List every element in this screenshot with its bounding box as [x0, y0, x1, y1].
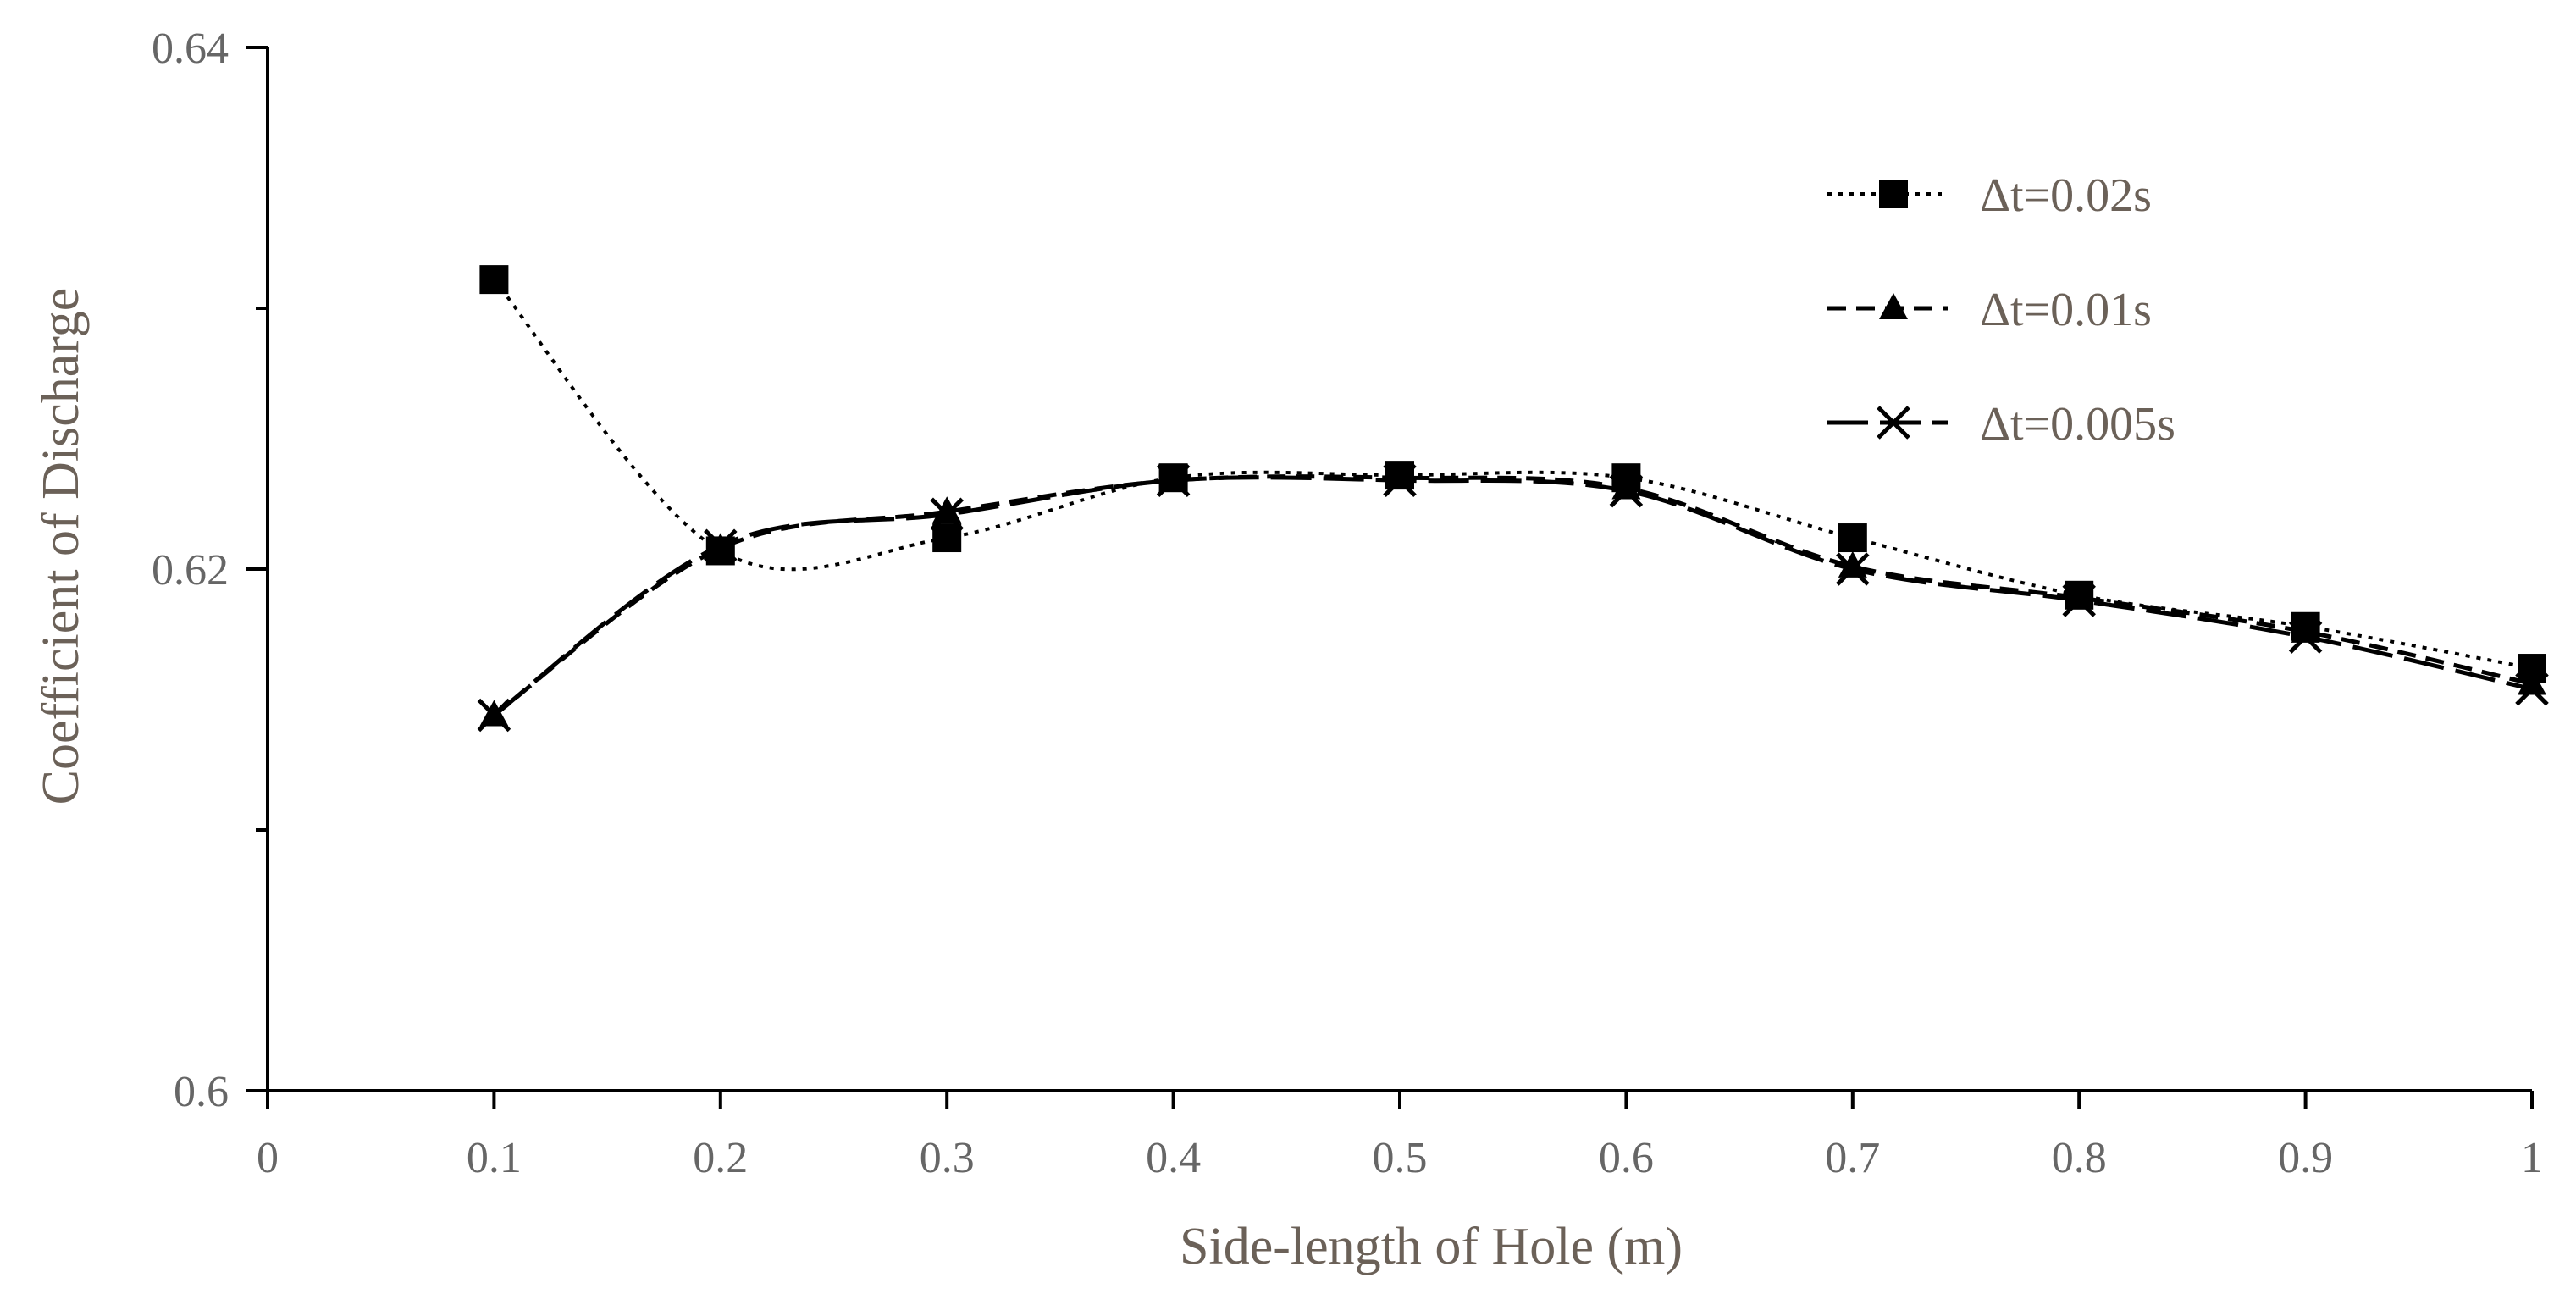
series-line [492, 475, 2533, 717]
x-tick-label: 0.9 [2278, 1134, 2333, 1182]
x-tick-label: 0.2 [693, 1134, 748, 1182]
x-tick-label: 1 [2521, 1134, 2543, 1182]
y-tick-label: 0.62 [152, 546, 229, 594]
y-tick-label: 0.64 [152, 25, 229, 73]
x-tick-label: 0.1 [467, 1134, 522, 1182]
legend-label: Δt=0.005s [1980, 398, 2175, 451]
data-point [932, 496, 962, 523]
legend-label: Δt=0.01s [1980, 284, 2152, 336]
x-tick-label: 0.3 [920, 1134, 975, 1182]
legend-item: Δt=0.01s [1827, 284, 2152, 336]
axes: 0 0.1 0.2 0.3 0.4 0.5 0.6 0.7 0.8 0.9 1 0.6 0.62 0.64 [152, 25, 2543, 1182]
data-point [479, 700, 509, 727]
series-1 [479, 462, 2546, 727]
series-0 [479, 265, 2546, 683]
legend-marker [1877, 406, 1910, 440]
legend-item: Δt=0.02s [1827, 169, 2152, 222]
data-point [2291, 611, 2320, 641]
data-point [705, 536, 735, 566]
x-tick-label: 0.5 [1373, 1134, 1428, 1182]
legend: Δt=0.02s Δt=0.01s Δt=0.005s [1827, 169, 2175, 451]
data-point [1158, 463, 1188, 493]
series-line [492, 474, 2533, 717]
x-tick-label: 0.4 [1146, 1134, 1201, 1182]
data-point [1838, 550, 1867, 578]
x-axis-title: Side-length of Hole (m) [1180, 1218, 1683, 1275]
legend-marker [1879, 180, 1908, 208]
x-tick-label: 0.8 [2052, 1134, 2107, 1182]
data-point [1838, 523, 1867, 553]
y-tick-label: 0.6 [174, 1068, 229, 1116]
data-point [2518, 654, 2546, 683]
series-layer [477, 265, 2549, 733]
x-tick-label: 0 [257, 1134, 279, 1182]
x-tick-label: 0.7 [1825, 1134, 1880, 1182]
series-2 [477, 463, 2549, 733]
legend-marker [1879, 293, 1908, 319]
y-axis-title: Coefficient of Discharge [32, 288, 90, 805]
data-point [479, 265, 509, 295]
data-point [932, 523, 962, 553]
data-point [1611, 463, 1641, 493]
data-point [1385, 461, 1414, 490]
legend-label: Δt=0.02s [1980, 169, 2152, 222]
series-line [492, 278, 2533, 671]
data-point [2065, 580, 2094, 610]
legend-item: Δt=0.005s [1827, 398, 2175, 451]
x-tick-label: 0.6 [1599, 1134, 1654, 1182]
